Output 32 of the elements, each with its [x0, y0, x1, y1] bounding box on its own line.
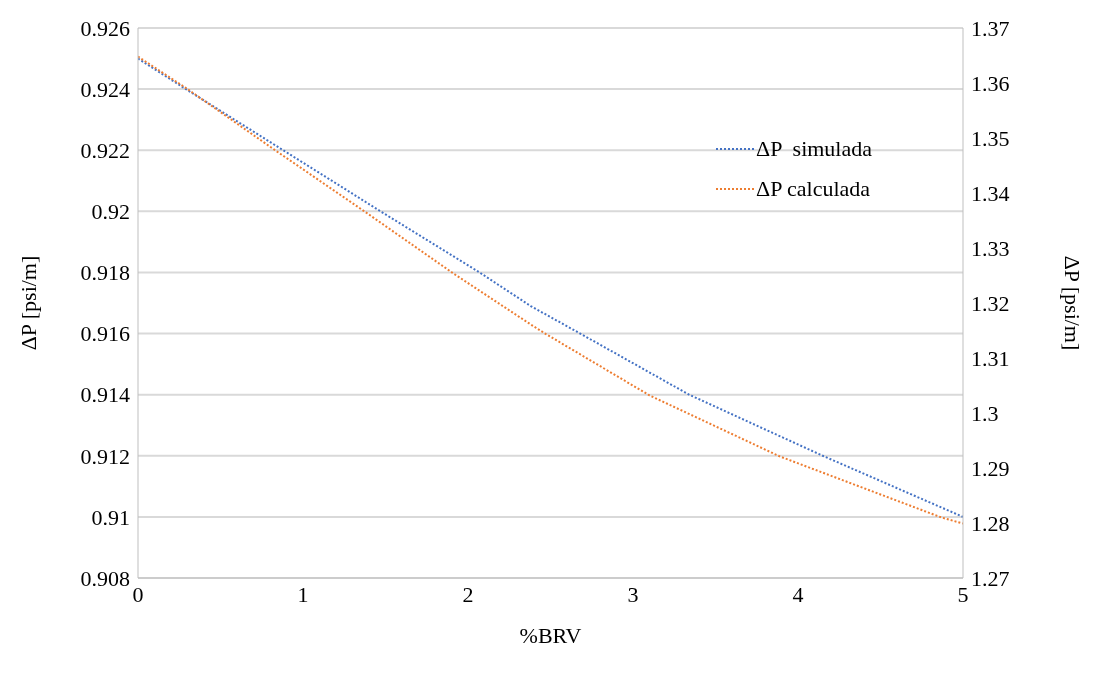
- y2-tick-label: 1.35: [971, 125, 1010, 151]
- y-tick-label: 0.922: [80, 138, 130, 164]
- y2-axis-title: ΔP [psi/m]: [1060, 255, 1086, 351]
- x-tick-label: 3: [627, 581, 639, 607]
- legend-label: ΔP simulada: [756, 136, 872, 162]
- y2-tick-label: 1.27: [971, 565, 1010, 591]
- x-tick-label: 1: [297, 581, 309, 607]
- y-tick-label: 0.92: [91, 199, 130, 225]
- y-tick-label: 0.918: [80, 260, 130, 286]
- x-tick-label: 0: [132, 581, 144, 607]
- x-tick-label: 2: [462, 581, 474, 607]
- y2-tick-label: 1.3: [971, 400, 999, 426]
- y-tick-label: 0.908: [80, 565, 130, 591]
- y-tick-label: 0.914: [80, 382, 130, 408]
- legend-label: ΔP calculada: [756, 176, 871, 202]
- y2-tick-label: 1.36: [971, 70, 1010, 96]
- y2-tick-label: 1.33: [971, 235, 1010, 261]
- x-tick-label: 4: [792, 581, 804, 607]
- y2-tick-label: 1.29: [971, 455, 1010, 481]
- y2-tick-label: 1.37: [971, 15, 1010, 41]
- x-axis-title: %BRV: [519, 623, 582, 648]
- y-axis-title: ΔP [psi/m]: [15, 255, 41, 351]
- y2-tick-label: 1.28: [971, 510, 1010, 536]
- y2-tick-label: 1.32: [971, 290, 1010, 316]
- y2-tick-label: 1.34: [971, 180, 1010, 206]
- y-tick-label: 0.91: [91, 504, 130, 530]
- y-tick-label: 0.916: [80, 321, 130, 347]
- y2-tick-label: 1.31: [971, 345, 1010, 371]
- y-tick-label: 0.912: [80, 443, 130, 469]
- y-tick-label: 0.926: [80, 15, 130, 41]
- y-tick-label: 0.924: [80, 76, 130, 102]
- x-tick-label: 5: [957, 581, 969, 607]
